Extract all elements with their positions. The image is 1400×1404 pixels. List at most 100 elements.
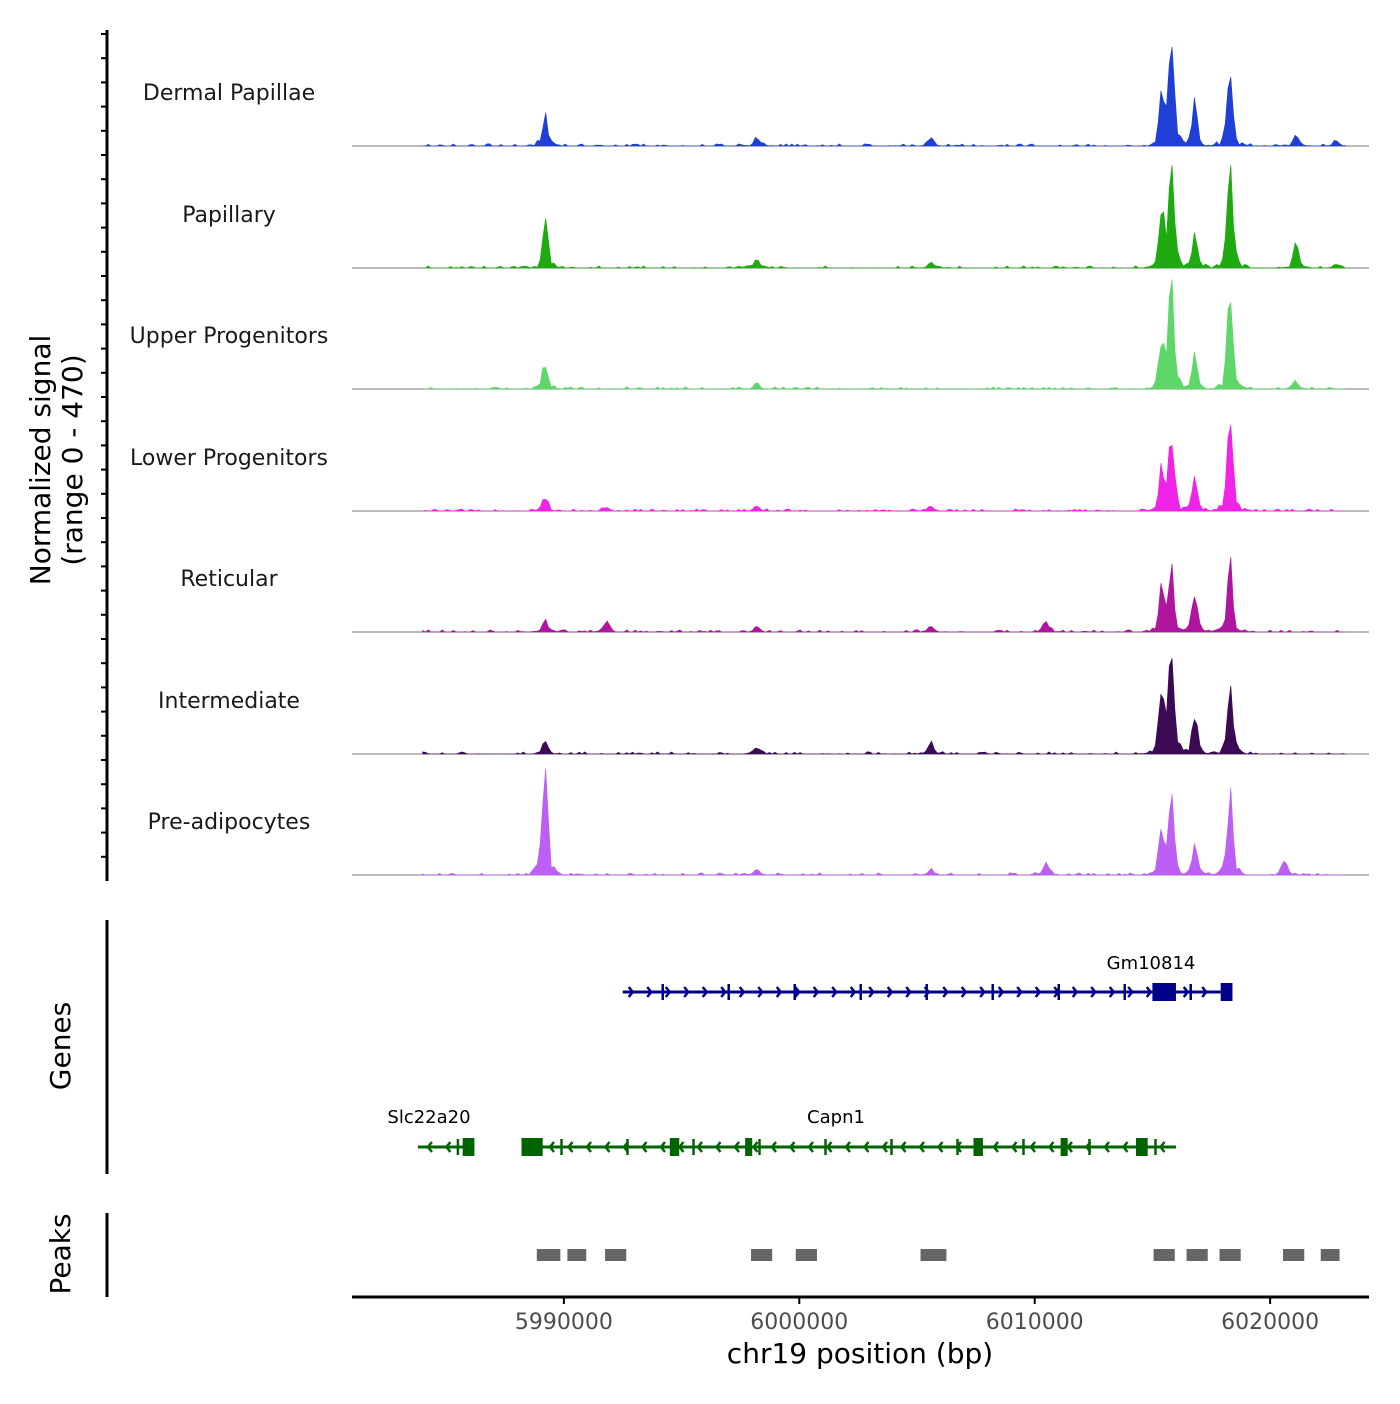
strand-chevron: [1071, 986, 1079, 998]
coverage-area-upper-progenitors: [422, 279, 1346, 390]
strand-chevron: [844, 1141, 851, 1153]
strand-chevron: [905, 986, 912, 998]
exon-capn1-5: [1135, 1138, 1148, 1156]
strand-chevron: [1034, 986, 1042, 998]
strand-chevron: [714, 1141, 722, 1153]
strand-chevron: [992, 1141, 999, 1153]
strand-chevron: [659, 1141, 666, 1153]
strand-chevron: [696, 1141, 703, 1153]
gene-label-slc22a20: Slc22a20: [387, 1107, 470, 1128]
peak-interval-4: [795, 1249, 817, 1261]
coverage-ylabel-line1: Normalized signal: [24, 335, 57, 586]
strand-chevron: [807, 1141, 814, 1153]
coverage-ylabel: Normalized signal (range 0 - 470): [24, 335, 89, 586]
coverage-area-intermediate: [422, 658, 1346, 755]
coverage-area-dermal-papillae: [422, 46, 1346, 147]
coverage-track-intermediate: [352, 658, 1369, 755]
genes-panel-label: Genes: [44, 1002, 77, 1090]
strand-chevron: [640, 1141, 648, 1153]
x-tick-label-5990000: 5990000: [515, 1310, 613, 1335]
x-tick-label-6020000: 6020000: [1221, 1310, 1319, 1335]
exon-slc22a20-0: [462, 1138, 475, 1156]
strand-chevron: [1145, 986, 1153, 998]
strand-chevron: [751, 1141, 759, 1153]
strand-chevron: [794, 986, 801, 998]
strand-chevron: [997, 986, 1005, 998]
peak-interval-10: [1320, 1249, 1340, 1261]
strand-chevron: [733, 1141, 740, 1153]
exon-capn1-3: [973, 1138, 983, 1156]
peaks-panel-label: Peaks: [44, 1213, 77, 1294]
strand-chevron: [1029, 1141, 1036, 1153]
x-tick-label-6010000: 6010000: [986, 1310, 1084, 1335]
peak-interval-7: [1186, 1249, 1208, 1261]
track-label-papillary: Papillary: [182, 203, 276, 228]
coverage-track-papillary: [352, 164, 1369, 269]
peak-interval-2: [605, 1249, 627, 1261]
track-labels: Dermal Papillae Papillary Upper Progenit…: [130, 81, 329, 835]
x-axis-ticks: [562, 1297, 1272, 1304]
strand-chevron: [825, 1141, 833, 1153]
strand-chevron: [1016, 986, 1023, 998]
exon-capn1-0: [521, 1138, 543, 1156]
strand-chevron: [775, 986, 783, 998]
strand-chevron: [664, 986, 672, 998]
strand-chevron: [770, 1141, 777, 1153]
track-label-lower-progenitors: Lower Progenitors: [130, 446, 328, 471]
exon-capn1-2: [745, 1138, 753, 1156]
peak-interval-0: [536, 1249, 561, 1261]
strand-chevron: [936, 1141, 944, 1153]
strand-chevron: [1047, 1141, 1055, 1153]
strand-chevron: [1182, 986, 1190, 998]
strand-chevron: [862, 1141, 870, 1153]
gene-models: [417, 983, 1233, 1156]
strand-chevron: [738, 986, 746, 998]
gene-label-capn1: Capn1: [807, 1107, 865, 1128]
strand-chevron: [868, 986, 875, 998]
track-label-reticular: Reticular: [180, 567, 278, 592]
coverage-ylabel-line2: (range 0 - 470): [56, 354, 89, 565]
coverage-track-reticular: [352, 557, 1369, 633]
strand-chevron: [1010, 1141, 1018, 1153]
strand-chevron: [960, 986, 968, 998]
strand-chevron: [585, 1141, 592, 1153]
x-axis-title: chr19 position (bp): [727, 1337, 993, 1370]
coverage-track-lower-progenitors: [352, 424, 1369, 512]
strand-chevron: [899, 1141, 907, 1153]
strand-chevron: [788, 1141, 796, 1153]
strand-chevron: [701, 986, 709, 998]
peak-interval-8: [1219, 1249, 1241, 1261]
x-tick-labels: 5990000 6000000 6010000 6020000: [515, 1310, 1319, 1335]
peak-intervals: [536, 1249, 1340, 1261]
strand-chevron: [603, 1141, 611, 1153]
coverage-area-pre-adipocytes: [422, 768, 1346, 876]
track-label-intermediate: Intermediate: [158, 689, 300, 714]
coverage-track-upper-progenitors: [352, 279, 1369, 390]
strand-chevron: [720, 986, 727, 998]
peak-interval-1: [567, 1249, 587, 1261]
coverage-track-pre-adipocytes: [352, 768, 1369, 876]
strand-chevron: [831, 986, 838, 998]
strand-chevron: [1158, 1141, 1166, 1153]
track-label-pre-adipocytes: Pre-adipocytes: [148, 810, 311, 835]
strand-chevron: [1066, 1141, 1073, 1153]
gene-label-gm10814: Gm10814: [1107, 953, 1196, 974]
gene-labels: Gm10814 Slc22a20 Capn1: [387, 953, 1195, 1128]
coverage-area-papillary: [422, 164, 1347, 269]
strand-chevron: [1090, 986, 1097, 998]
strand-chevron: [812, 986, 820, 998]
gene-model-capn1: [521, 1138, 1176, 1156]
gene-model-gm10814: [622, 983, 1233, 1001]
track-label-dermal-papillae: Dermal Papillae: [143, 81, 315, 106]
exon-capn1-1: [669, 1138, 680, 1156]
strand-chevron: [1127, 986, 1134, 998]
strand-chevron: [1201, 986, 1208, 998]
exon-gm10814-0: [1152, 983, 1176, 1001]
strand-chevron: [881, 1141, 888, 1153]
strand-chevron: [627, 986, 635, 998]
peak-interval-6: [1153, 1249, 1175, 1261]
strand-chevron: [1108, 986, 1116, 998]
peak-interval-9: [1283, 1249, 1305, 1261]
coverage-areas: [352, 46, 1369, 876]
